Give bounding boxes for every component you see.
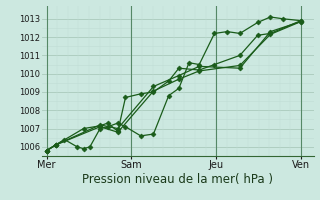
X-axis label: Pression niveau de la mer( hPa ): Pression niveau de la mer( hPa ) (82, 173, 273, 186)
